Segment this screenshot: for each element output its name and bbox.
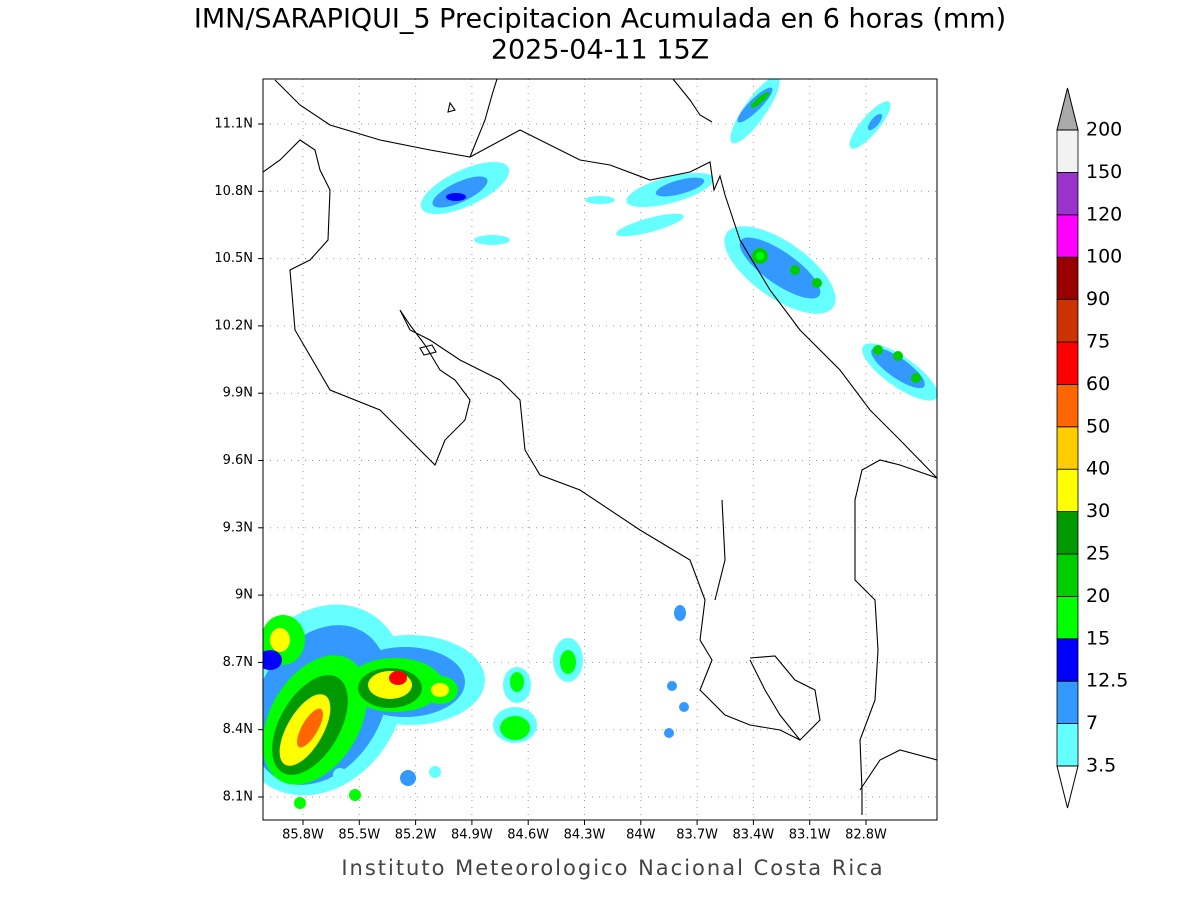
colorbar-band	[1056, 553, 1079, 597]
lon-tick-label: 84.9W	[451, 828, 493, 843]
lat-tick-label: 10.5N	[214, 251, 253, 266]
map-frame	[262, 78, 938, 821]
colorbar-under	[1056, 765, 1079, 809]
colorbar-label: 25	[1086, 543, 1110, 565]
lon-tick-label: 82.8W	[845, 828, 887, 843]
lat-tick-label: 9.3N	[223, 520, 253, 535]
colorbar-label: 100	[1086, 246, 1122, 268]
lon-tick-label: 84.6W	[507, 828, 549, 843]
colorbar-label: 20	[1086, 585, 1110, 607]
lat-tick-label: 8.7N	[223, 655, 253, 670]
precipitation	[263, 79, 937, 809]
lon-tick-label: 85.5W	[338, 828, 380, 843]
colorbar-label: 40	[1086, 458, 1110, 480]
lon-tick-label: 85.8W	[282, 828, 324, 843]
colorbar-band	[1056, 214, 1079, 258]
colorbar-band	[1056, 596, 1079, 640]
colorbar-label: 75	[1086, 331, 1110, 353]
colorbar-band	[1056, 511, 1079, 555]
colorbar-over	[1056, 87, 1079, 131]
lat-tick-label: 9N	[235, 588, 253, 603]
lat-tick-label: 8.1N	[223, 790, 253, 805]
colorbar-label: 15	[1086, 627, 1110, 649]
colorbar-label: 90	[1086, 288, 1110, 310]
colorbar-label: 7	[1086, 712, 1098, 734]
colorbar-band	[1056, 256, 1079, 301]
lon-tick-label: 83.4W	[732, 828, 774, 843]
colorbar-label: 200	[1086, 119, 1122, 141]
colorbar-band	[1056, 129, 1079, 173]
colorbar-band	[1056, 171, 1079, 216]
colorbar-band	[1056, 723, 1079, 767]
colorbar-label: 3.5	[1086, 755, 1116, 777]
footer: Instituto Meteorologico Nacional Costa R…	[341, 856, 884, 880]
lon-tick-label: 84.3W	[564, 828, 606, 843]
colorbar-label: 12.5	[1086, 670, 1128, 692]
lat-tick-label: 10.8N	[214, 184, 253, 199]
title: IMN/SARAPIQUI_5 Precipitacion Acumulada …	[194, 4, 1006, 35]
lon-tick-label: 83.7W	[676, 828, 718, 843]
colorbar-label: 30	[1086, 500, 1110, 522]
lon-tick-label: 85.2W	[395, 828, 437, 843]
colorbar-band	[1056, 299, 1079, 343]
colorbar-band	[1056, 341, 1079, 385]
colorbar-band	[1056, 468, 1079, 513]
lat-tick-label: 8.4N	[223, 722, 253, 737]
colorbar-band	[1056, 426, 1079, 470]
lon-tick-label: 83.1W	[789, 828, 831, 843]
lon-tick-label: 84W	[626, 828, 656, 843]
coastlines	[263, 79, 937, 815]
colorbar-label: 150	[1086, 161, 1122, 183]
colorbar-band	[1056, 680, 1079, 725]
subtitle: 2025-04-11 15Z	[491, 35, 709, 66]
colorbar-label: 50	[1086, 415, 1110, 437]
colorbar-band	[1056, 383, 1079, 428]
axis-ticks: 11.1N 10.8N 10.5N 10.2N 9.9N 9.6N 9.3N 9N 8.7N 8.…	[214, 117, 887, 843]
lat-tick-label: 9.6N	[223, 453, 253, 468]
colorbar: 3.5 7 12.5 15 20 25 30 40 50 60 75 90 100 120 150 200	[1056, 87, 1128, 809]
lat-tick-label: 10.2N	[214, 318, 253, 333]
colorbar-band	[1056, 638, 1079, 682]
colorbar-label: 120	[1086, 203, 1122, 225]
lat-tick-label: 9.9N	[223, 386, 253, 401]
colorbar-label: 60	[1086, 373, 1110, 395]
lat-tick-label: 11.1N	[214, 117, 253, 132]
